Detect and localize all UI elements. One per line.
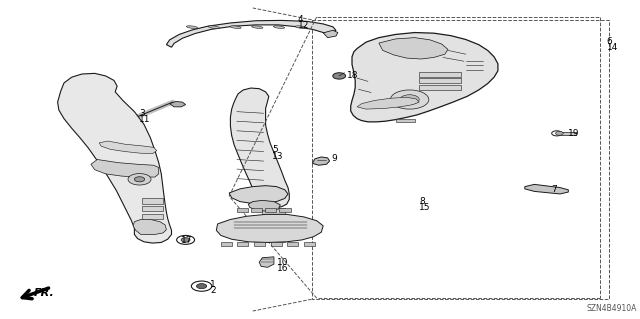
Polygon shape xyxy=(170,101,186,107)
Polygon shape xyxy=(254,242,265,246)
Ellipse shape xyxy=(230,26,241,28)
Text: FR.: FR. xyxy=(33,288,54,298)
Text: 7: 7 xyxy=(552,185,557,194)
Polygon shape xyxy=(166,20,336,47)
Polygon shape xyxy=(237,208,248,212)
Polygon shape xyxy=(262,236,285,242)
Polygon shape xyxy=(237,242,248,246)
Polygon shape xyxy=(262,229,285,235)
Polygon shape xyxy=(271,242,282,246)
Ellipse shape xyxy=(273,26,285,28)
Text: 2: 2 xyxy=(210,286,216,295)
Circle shape xyxy=(333,73,346,79)
Text: 15: 15 xyxy=(419,204,431,212)
Text: 3: 3 xyxy=(139,109,145,118)
Text: 9: 9 xyxy=(332,154,337,163)
Text: 4: 4 xyxy=(298,15,303,24)
Polygon shape xyxy=(351,33,498,122)
Text: 14: 14 xyxy=(607,43,618,52)
Polygon shape xyxy=(265,208,276,212)
Ellipse shape xyxy=(208,26,220,28)
Polygon shape xyxy=(262,222,285,228)
Polygon shape xyxy=(259,257,274,267)
Polygon shape xyxy=(287,242,298,246)
Polygon shape xyxy=(560,132,576,135)
Text: 12: 12 xyxy=(298,21,309,30)
Polygon shape xyxy=(142,214,163,219)
Text: 10: 10 xyxy=(276,258,288,267)
Text: 18: 18 xyxy=(347,71,358,80)
Polygon shape xyxy=(357,97,419,109)
Polygon shape xyxy=(419,78,461,83)
Circle shape xyxy=(390,90,429,109)
Ellipse shape xyxy=(252,26,263,28)
Polygon shape xyxy=(248,200,280,211)
Text: 19: 19 xyxy=(568,129,580,138)
Polygon shape xyxy=(312,157,330,165)
Polygon shape xyxy=(304,242,315,246)
Circle shape xyxy=(181,238,190,242)
Circle shape xyxy=(556,131,563,135)
Text: 1: 1 xyxy=(210,280,216,289)
Polygon shape xyxy=(379,38,448,59)
Text: 5: 5 xyxy=(272,145,278,154)
Polygon shape xyxy=(142,198,163,204)
Text: 8: 8 xyxy=(419,197,425,206)
Polygon shape xyxy=(251,208,262,212)
Polygon shape xyxy=(419,85,461,90)
Polygon shape xyxy=(229,186,288,204)
Polygon shape xyxy=(396,119,415,122)
Polygon shape xyxy=(525,184,568,194)
Polygon shape xyxy=(230,88,289,208)
Text: 16: 16 xyxy=(276,264,288,273)
Text: 6: 6 xyxy=(607,37,612,46)
Polygon shape xyxy=(419,72,461,77)
Polygon shape xyxy=(133,219,166,234)
Polygon shape xyxy=(262,208,285,214)
Text: 17: 17 xyxy=(180,236,192,245)
Circle shape xyxy=(134,177,145,182)
Polygon shape xyxy=(262,215,285,221)
Polygon shape xyxy=(216,214,323,242)
Circle shape xyxy=(128,174,151,185)
Circle shape xyxy=(400,95,419,104)
Circle shape xyxy=(196,284,207,289)
Ellipse shape xyxy=(186,26,198,28)
Polygon shape xyxy=(99,141,157,154)
Polygon shape xyxy=(95,131,106,137)
Polygon shape xyxy=(323,30,338,38)
Polygon shape xyxy=(221,242,232,246)
Polygon shape xyxy=(142,206,163,211)
Polygon shape xyxy=(58,73,172,243)
Text: SZN4B4910A: SZN4B4910A xyxy=(586,304,637,313)
Ellipse shape xyxy=(295,26,307,28)
Polygon shape xyxy=(279,208,291,212)
Polygon shape xyxy=(91,160,159,177)
Text: 13: 13 xyxy=(272,152,284,161)
Text: 11: 11 xyxy=(139,115,150,124)
